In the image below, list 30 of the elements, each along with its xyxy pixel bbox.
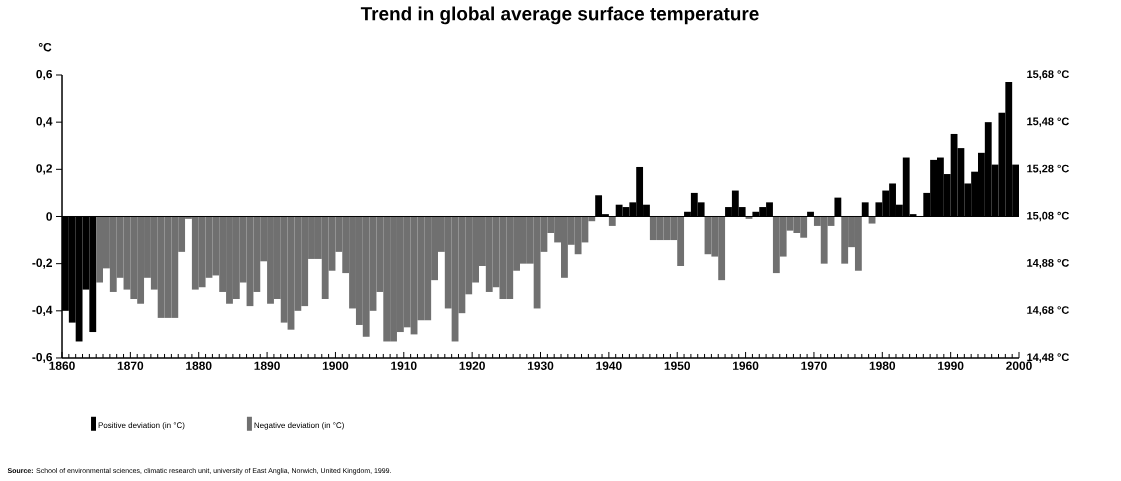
x-tick-label: 1890 [254,361,280,370]
y-tick-label: 0 [46,212,52,221]
x-tick-label: 1860 [49,361,75,370]
y-tick-label: 0,6 [36,69,53,81]
y2-tick-label: 14,48 °C [1027,353,1069,363]
x-tick-label: 1950 [664,361,691,370]
y-tick-label: -0,4 [32,305,53,316]
x-tick-label: 1970 [801,361,827,370]
x-tick-label: 1870 [117,361,144,370]
x-tick-label: 1900 [322,361,349,370]
y2-tick-label: 15,08 °C [1027,211,1069,222]
y-tick-label: 0,2 [36,164,53,175]
chart-title: Trend in global average surface temperature [360,6,759,25]
y2-tick-label: 15,48 °C [1027,117,1069,127]
y2-tick-label: 15,28 °C [1027,164,1069,174]
x-tick-label: 1990 [938,361,964,370]
x-tick-label: 1910 [391,361,417,370]
x-tick-label: 1960 [733,361,759,370]
x-tick-label: 1980 [869,361,896,370]
y-tick-label: -0,2 [32,258,53,269]
x-tick-label: 1930 [527,361,554,370]
y2-tick-label: 15,68 °C [1027,70,1069,80]
y2-tick-label: 14,68 °C [1027,306,1069,316]
x-tick-label: 1880 [186,361,212,370]
x-tick-label: 1920 [459,361,485,370]
y-axis-title: °C [38,43,52,52]
y2-tick-label: 14,88 °C [1027,258,1069,269]
x-tick-label: 2000 [1006,361,1032,370]
y-tick-label: 0,4 [36,117,53,128]
x-tick-label: 1940 [596,361,622,370]
